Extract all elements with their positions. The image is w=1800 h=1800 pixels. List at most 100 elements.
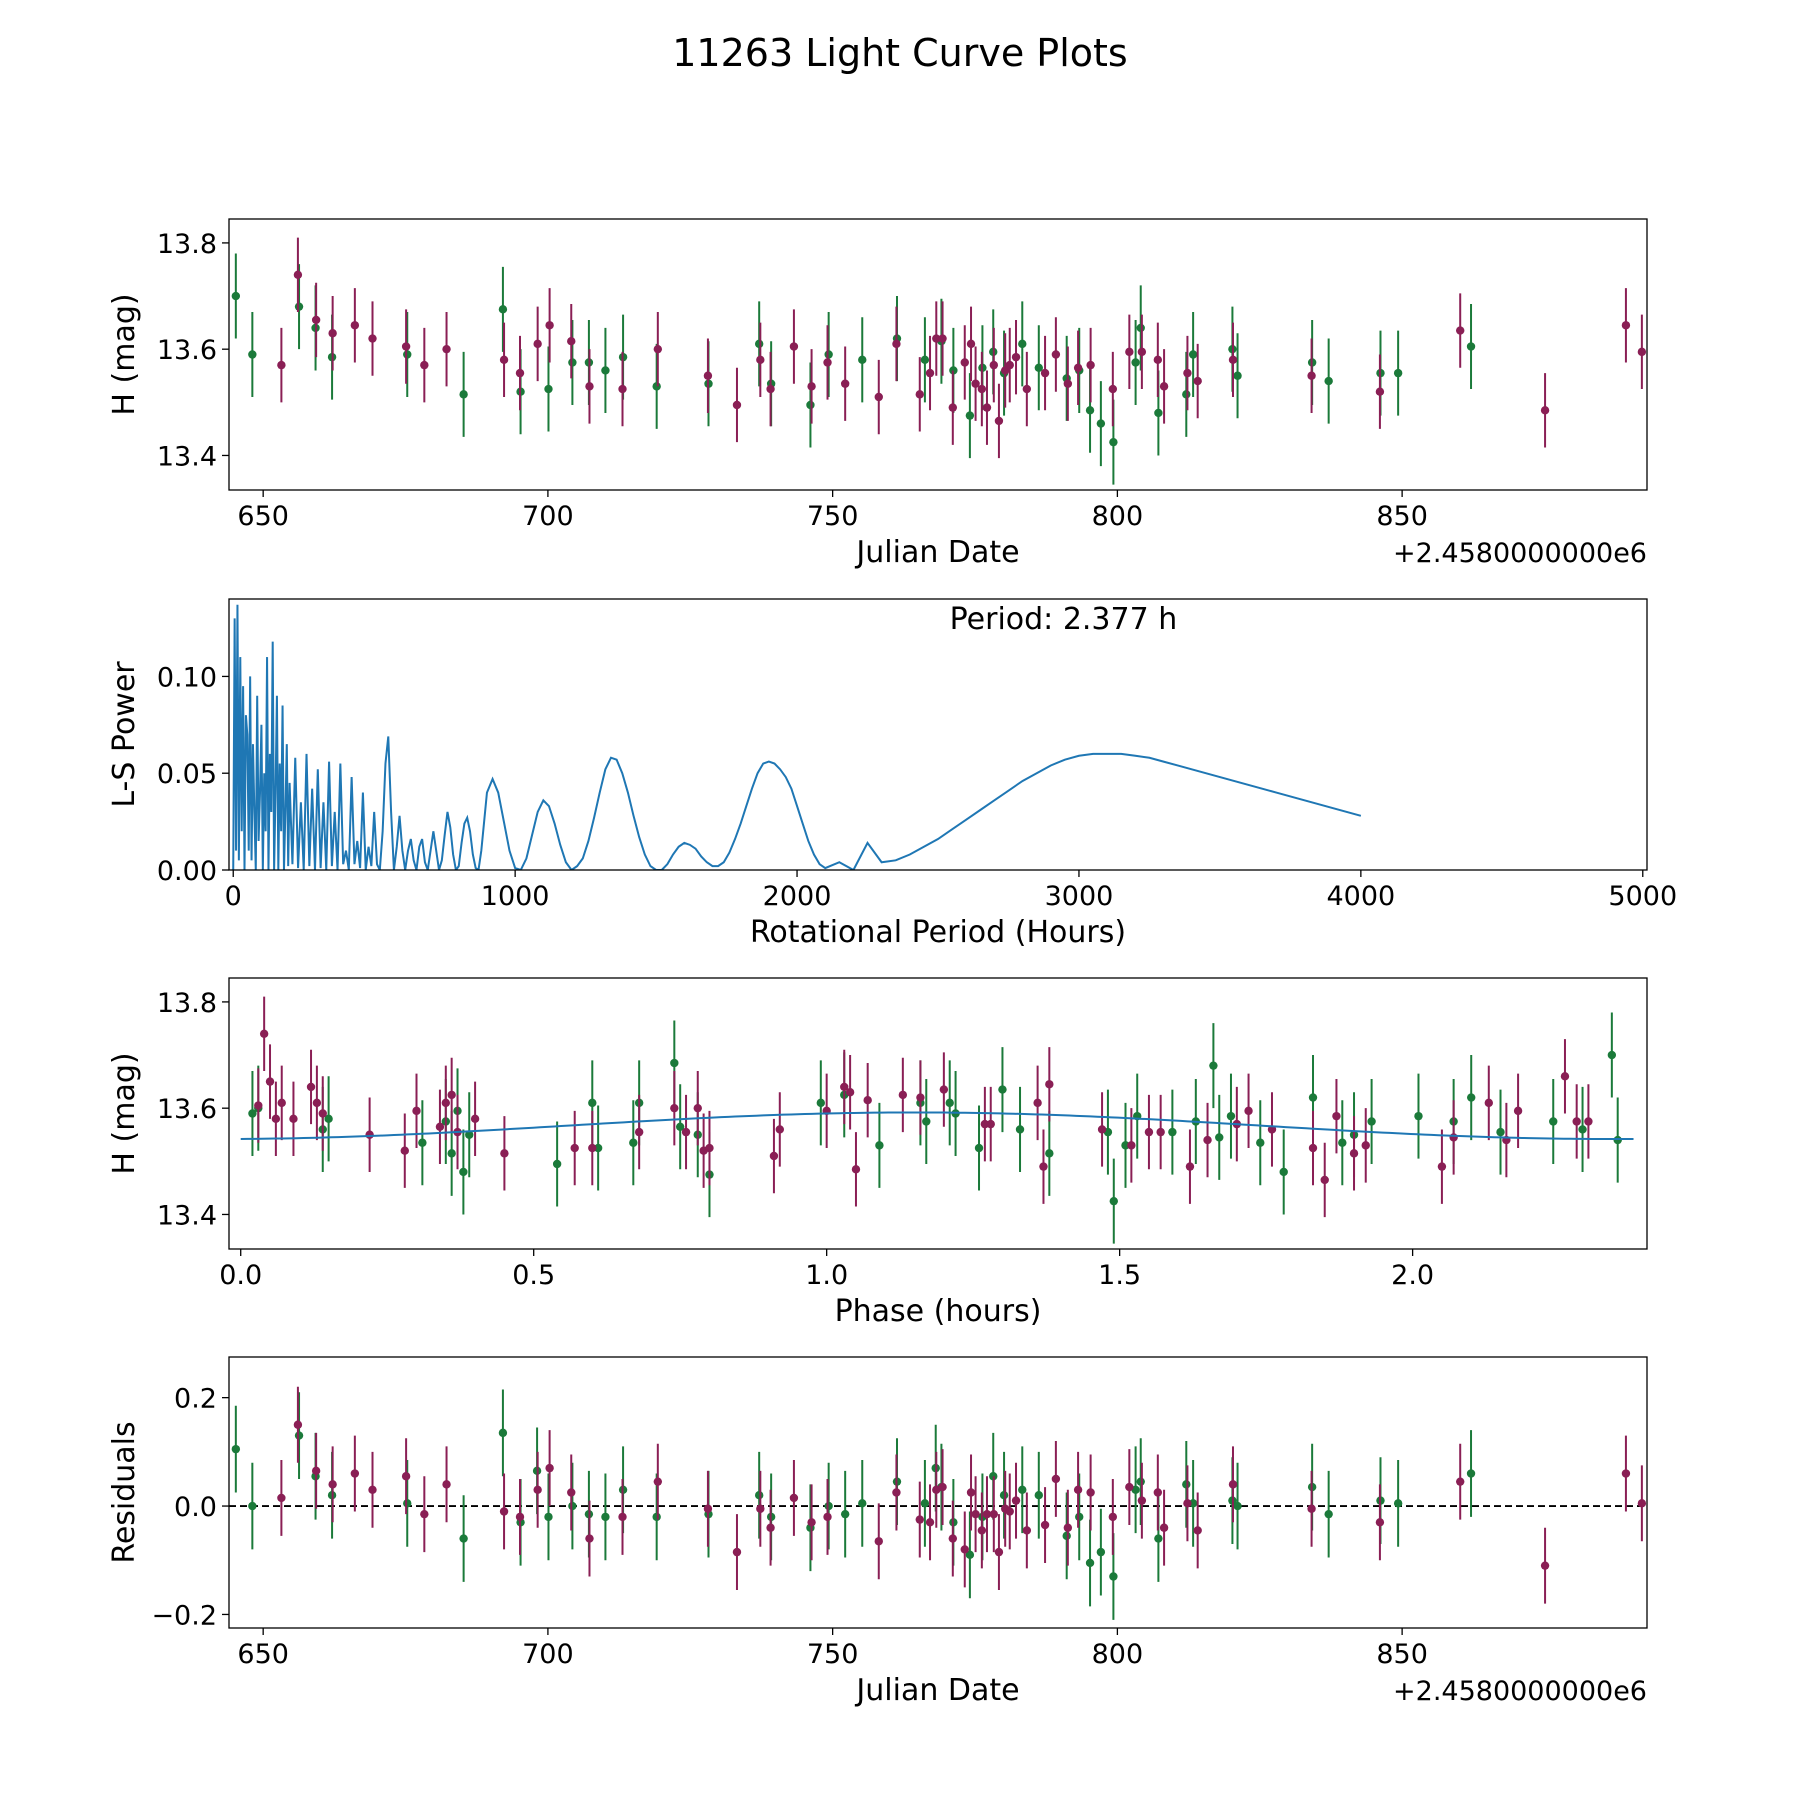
data-point-magenta bbox=[932, 334, 941, 343]
data-point-magenta bbox=[500, 1149, 509, 1158]
data-point-green bbox=[998, 1085, 1007, 1094]
data-point-green bbox=[1075, 1512, 1084, 1522]
data-point-magenta bbox=[840, 1082, 849, 1092]
data-point-magenta bbox=[533, 1485, 542, 1494]
x-axis-label: Phase (hours) bbox=[835, 1294, 1042, 1329]
data-point-magenta bbox=[1572, 1117, 1581, 1126]
data-point-magenta bbox=[977, 384, 987, 394]
data-point-green bbox=[544, 1512, 553, 1522]
light-curve-marks bbox=[231, 237, 1647, 485]
data-point-magenta bbox=[1005, 360, 1014, 370]
data-point-magenta bbox=[1051, 350, 1061, 359]
data-point-magenta bbox=[1022, 1526, 1032, 1535]
data-point-green bbox=[1466, 342, 1476, 351]
data-point-green bbox=[1256, 1138, 1265, 1147]
periodogram-marks bbox=[232, 604, 1362, 870]
data-point-magenta bbox=[277, 1493, 286, 1503]
data-point-magenta bbox=[1193, 376, 1202, 386]
data-point-green bbox=[601, 1512, 610, 1522]
data-point-magenta bbox=[318, 1109, 327, 1118]
data-point-magenta bbox=[703, 1504, 713, 1513]
data-point-magenta bbox=[588, 1143, 597, 1153]
data-point-green bbox=[1367, 1117, 1376, 1126]
data-point-magenta bbox=[293, 270, 303, 279]
data-point-magenta bbox=[845, 1088, 855, 1097]
data-point-magenta bbox=[1040, 1520, 1050, 1530]
data-point-magenta bbox=[1125, 347, 1134, 357]
data-point-green bbox=[1338, 1138, 1347, 1147]
data-point-magenta bbox=[368, 1485, 377, 1494]
data-point-green bbox=[403, 1499, 412, 1508]
data-point-magenta bbox=[311, 1466, 321, 1476]
data-point-magenta bbox=[948, 1534, 958, 1543]
data-point-magenta bbox=[693, 1103, 702, 1113]
data-point-magenta bbox=[499, 355, 509, 365]
x-tick-label: 3000 bbox=[1045, 881, 1114, 912]
data-point-green bbox=[1109, 437, 1118, 447]
data-point-magenta bbox=[420, 1509, 429, 1519]
x-tick-label: 800 bbox=[1092, 501, 1144, 532]
data-point-magenta bbox=[1621, 1469, 1631, 1478]
data-point-green bbox=[1154, 1534, 1163, 1543]
data-point-green bbox=[1578, 1125, 1587, 1134]
data-point-magenta bbox=[277, 360, 286, 370]
data-point-magenta bbox=[1005, 1507, 1014, 1516]
data-point-magenta bbox=[1637, 347, 1647, 357]
data-point-magenta bbox=[1307, 1504, 1316, 1513]
data-point-green bbox=[1324, 376, 1333, 386]
data-point-magenta bbox=[823, 1512, 832, 1522]
data-point-magenta bbox=[1449, 1133, 1458, 1142]
data-point-magenta bbox=[442, 1480, 451, 1489]
data-point-magenta bbox=[435, 1122, 445, 1131]
data-point-green bbox=[1131, 1485, 1140, 1494]
data-point-magenta bbox=[892, 339, 901, 349]
x-tick-label: 2.0 bbox=[1391, 1260, 1434, 1291]
x-offset-text: +2.4580000000e6 bbox=[1393, 538, 1647, 569]
data-point-green bbox=[816, 1098, 826, 1108]
data-point-green bbox=[568, 358, 577, 367]
data-point-magenta bbox=[289, 1114, 298, 1124]
data-point-green bbox=[999, 1491, 1009, 1500]
data-point-green bbox=[588, 1098, 597, 1108]
y-tick-label: 13.6 bbox=[157, 335, 217, 366]
data-point-magenta bbox=[515, 368, 525, 378]
x-tick-label: 5000 bbox=[1608, 881, 1677, 912]
x-tick-label: 700 bbox=[522, 501, 574, 532]
data-point-magenta bbox=[982, 1509, 992, 1519]
data-point-green bbox=[248, 1501, 257, 1511]
x-tick-label: 750 bbox=[807, 501, 859, 532]
data-point-magenta bbox=[1011, 1496, 1021, 1505]
axes-frame bbox=[228, 1356, 1648, 1629]
y-tick-label: 13.8 bbox=[157, 988, 217, 1019]
data-point-green bbox=[552, 1159, 562, 1169]
data-point-magenta bbox=[442, 344, 451, 354]
data-point-magenta bbox=[1513, 1106, 1523, 1116]
data-point-magenta bbox=[653, 344, 663, 354]
figure-title: 11263 Light Curve Plots bbox=[672, 31, 1127, 75]
data-point-green bbox=[858, 1499, 867, 1508]
y-tick-label: 13.6 bbox=[157, 1094, 217, 1125]
panel-periodogram: Period: 2.377 h 0 1000 2000 3000 4000 5000 0.00… bbox=[107, 598, 1677, 950]
data-point-magenta bbox=[807, 1518, 816, 1527]
data-point-magenta bbox=[1307, 371, 1316, 380]
data-point-magenta bbox=[1637, 1499, 1647, 1508]
y-tick-label: 0.05 bbox=[157, 759, 217, 790]
residuals-marks bbox=[229, 1386, 1647, 1620]
data-point-green bbox=[1085, 1558, 1095, 1568]
data-point-magenta bbox=[1332, 1111, 1341, 1121]
data-point-green bbox=[231, 1444, 241, 1454]
model-fit-curve bbox=[240, 1111, 1634, 1141]
data-point-green bbox=[1467, 1093, 1476, 1102]
data-point-green bbox=[1607, 1050, 1617, 1060]
data-point-green bbox=[629, 1138, 638, 1147]
data-point-magenta bbox=[960, 1545, 969, 1554]
data-point-green bbox=[652, 382, 661, 391]
data-point-magenta bbox=[1039, 1162, 1048, 1171]
data-point-magenta bbox=[1045, 1080, 1054, 1089]
data-point-green bbox=[1414, 1111, 1423, 1121]
data-point-magenta bbox=[1560, 1072, 1570, 1081]
data-point-magenta bbox=[1349, 1149, 1359, 1158]
axes-frame bbox=[228, 977, 1648, 1250]
phase-folded-marks bbox=[240, 996, 1634, 1244]
